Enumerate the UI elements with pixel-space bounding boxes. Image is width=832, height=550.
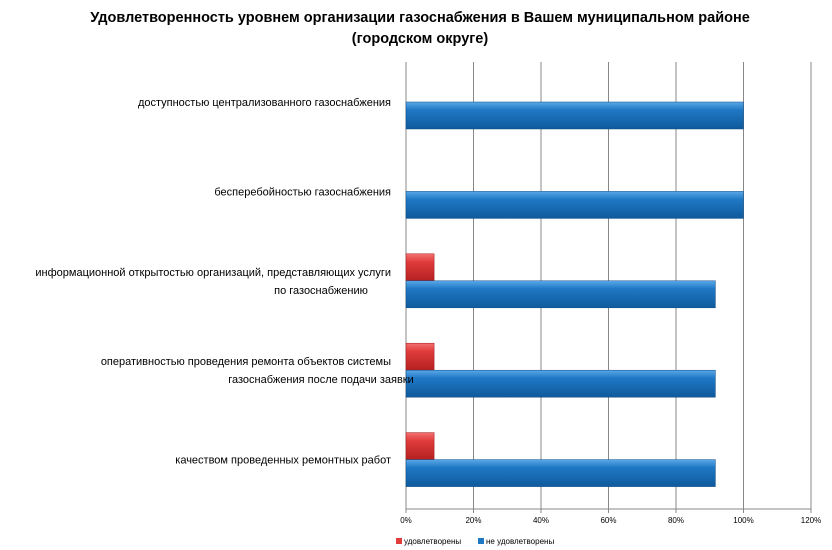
category-label: качеством проведенных ремонтных работ	[175, 455, 391, 467]
bar-not-satisfied	[405, 369, 716, 398]
x-tick-label: 120%	[801, 516, 821, 525]
category-label: по газоснабжению	[274, 285, 368, 297]
x-tick-label: 60%	[600, 516, 616, 525]
category-label: информационной открытостью организаций, …	[35, 267, 391, 279]
category-label: доступностью централизованного газоснабж…	[138, 97, 391, 109]
bar-not-satisfied	[405, 459, 716, 487]
x-tick-label: 0%	[400, 516, 412, 525]
legend-swatch	[478, 538, 484, 544]
bar-satisfied	[405, 432, 435, 460]
chart-title: Удовлетворенность уровнем организации га…	[90, 10, 750, 47]
x-tick-label: 40%	[533, 516, 549, 525]
legend-label: не удовлетворены	[486, 537, 554, 546]
category-label: оперативностью проведения ремонта объект…	[101, 356, 391, 368]
x-tick-label: 20%	[465, 516, 481, 525]
x-tick-label: 100%	[733, 516, 753, 525]
category-label: бесперебойностью газоснабжения	[214, 186, 391, 198]
bar-not-satisfied	[405, 191, 744, 219]
x-tick-label: 80%	[668, 516, 684, 525]
legend-label: удовлетворены	[404, 537, 461, 546]
legend-swatch	[396, 538, 402, 544]
bar-not-satisfied	[405, 101, 744, 130]
bar-satisfied	[405, 253, 435, 282]
category-label: газоснабжения после подачи заявки	[228, 374, 414, 386]
bar-not-satisfied	[405, 280, 716, 309]
bar-satisfied	[405, 342, 435, 371]
